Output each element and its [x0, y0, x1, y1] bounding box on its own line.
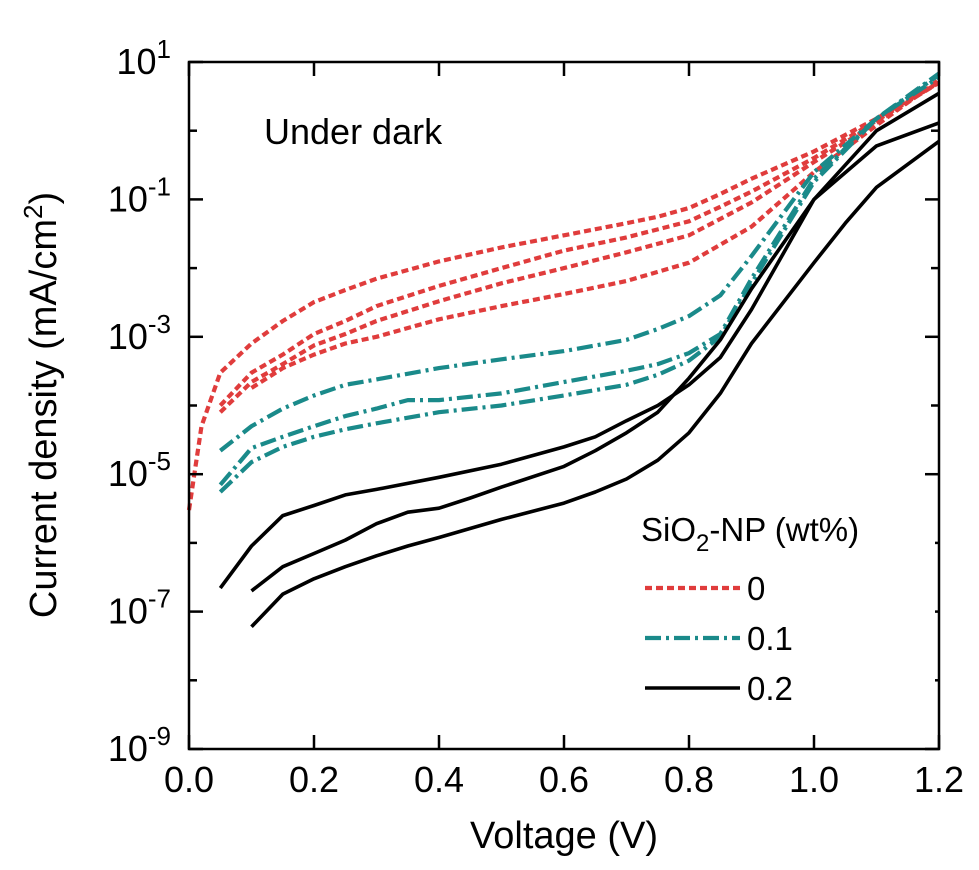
y-axis-title-superscript: 2 — [18, 205, 48, 219]
legend-label-0.1wt: 0.1 — [747, 620, 793, 657]
series-line-0wt-4 — [250, 78, 941, 390]
x-tick-label: 1.2 — [914, 759, 964, 800]
series-line-0.1wt-7 — [218, 71, 941, 494]
y-axis-title: Current density (mA/cm2) — [18, 192, 65, 618]
x-tick-label: 0.0 — [164, 759, 214, 800]
series-line-0wt-1 — [186, 80, 941, 511]
x-tick-label: 0.8 — [664, 759, 714, 800]
y-tick-label: 101 — [116, 34, 171, 82]
x-tick-label: 0.2 — [289, 759, 339, 800]
y-axis-title-close: ) — [23, 192, 65, 205]
x-tick-label: 1.0 — [789, 759, 839, 800]
y-tick-label: 10-3 — [108, 309, 171, 357]
series-line-0wt-3 — [218, 79, 941, 414]
series-line-0.2wt-10 — [250, 139, 941, 629]
series-line-0wt-2 — [218, 80, 941, 407]
y-axis-title-main: Current density (mA/cm — [23, 219, 65, 618]
legend-title-part-2: -NP (wt%) — [709, 511, 859, 548]
y-tick-label: 10-5 — [108, 446, 171, 494]
annotation-under-dark: Under dark — [264, 111, 443, 152]
legend-label-0.2wt: 0.2 — [747, 670, 793, 707]
y-tick-label: 10-1 — [108, 171, 171, 219]
series-line-0.1wt-6 — [218, 73, 941, 487]
legend: SiO2-NP (wt%) 0 0.1 0.2 — [635, 499, 935, 719]
axis-ticks: 0.0 0.2 0.4 0.6 0.8 1.0 1.2 10-9 10-7 10-5 10-3 10-… — [108, 34, 964, 800]
x-tick-label: 0.4 — [414, 759, 464, 800]
legend-title: SiO2-NP (wt%) — [641, 511, 859, 557]
legend-label-0wt: 0 — [747, 570, 765, 607]
legend-title-subscript: 2 — [696, 530, 709, 557]
series-line-0.2wt-9 — [250, 121, 940, 593]
series-line-0.2wt-8 — [218, 91, 940, 590]
legend-title-part-1: SiO — [641, 511, 696, 548]
series-line-0.1wt-5 — [219, 75, 941, 453]
x-axis-title: Voltage (V) — [470, 815, 658, 857]
y-tick-label: 10-9 — [108, 721, 171, 769]
y-tick-label: 10-7 — [108, 584, 171, 632]
x-tick-label: 0.6 — [539, 759, 589, 800]
legend-background — [635, 499, 935, 719]
plot-area — [186, 71, 941, 629]
